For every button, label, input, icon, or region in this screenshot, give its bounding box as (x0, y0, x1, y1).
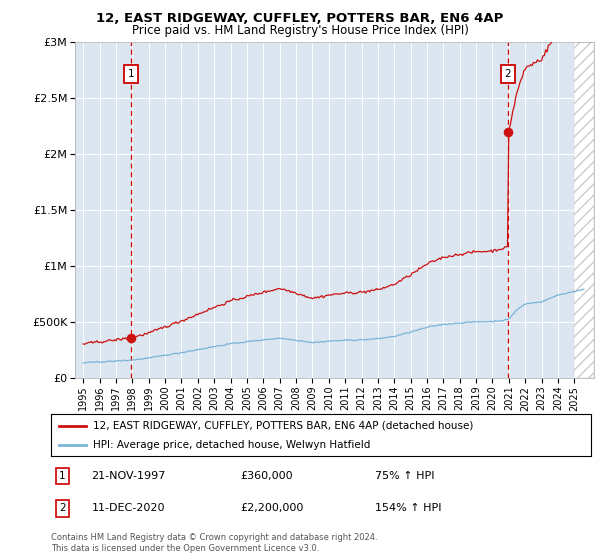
Text: £2,200,000: £2,200,000 (240, 503, 304, 513)
Text: 1: 1 (127, 69, 134, 79)
Text: 2: 2 (59, 503, 66, 513)
Text: Contains HM Land Registry data © Crown copyright and database right 2024.
This d: Contains HM Land Registry data © Crown c… (51, 533, 377, 553)
Text: 21-NOV-1997: 21-NOV-1997 (91, 471, 166, 481)
Text: £360,000: £360,000 (240, 471, 293, 481)
Text: 12, EAST RIDGEWAY, CUFFLEY, POTTERS BAR, EN6 4AP (detached house): 12, EAST RIDGEWAY, CUFFLEY, POTTERS BAR,… (93, 421, 473, 431)
Text: HPI: Average price, detached house, Welwyn Hatfield: HPI: Average price, detached house, Welw… (93, 440, 370, 450)
Text: 2: 2 (505, 69, 511, 79)
Text: Price paid vs. HM Land Registry's House Price Index (HPI): Price paid vs. HM Land Registry's House … (131, 24, 469, 37)
Text: 12, EAST RIDGEWAY, CUFFLEY, POTTERS BAR, EN6 4AP: 12, EAST RIDGEWAY, CUFFLEY, POTTERS BAR,… (97, 12, 503, 25)
Text: 11-DEC-2020: 11-DEC-2020 (91, 503, 165, 513)
Point (126, 333, 136, 342)
Text: 1: 1 (59, 471, 66, 481)
Text: 75% ↑ HPI: 75% ↑ HPI (375, 471, 434, 481)
Text: 154% ↑ HPI: 154% ↑ HPI (375, 503, 442, 513)
Point (503, 127, 513, 136)
